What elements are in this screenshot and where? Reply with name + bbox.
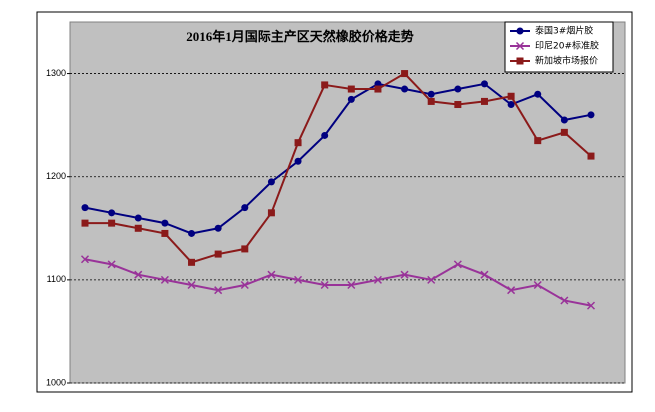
chart-title: 2016年1月国际主产区天然橡胶价格走势 [186,29,414,44]
marker [560,296,569,305]
marker [533,280,542,290]
marker [267,270,276,279]
marker [321,81,329,89]
marker [587,111,595,119]
marker [373,275,382,284]
marker [454,101,462,109]
marker [241,245,249,253]
marker [560,116,568,124]
marker [347,280,356,290]
marker [294,139,302,147]
marker [534,90,542,98]
marker [516,57,524,65]
marker [453,260,462,269]
y-tick-label: 1200 [46,171,66,181]
marker [480,270,489,279]
y-tick-label: 1100 [47,274,66,284]
marker [81,219,89,227]
marker [108,219,116,227]
marker [267,178,275,186]
y-tick-label: 1000 [46,377,66,387]
series-line [84,82,592,235]
marker [321,131,329,139]
marker [560,128,568,136]
marker [214,250,222,258]
marker [427,275,436,284]
marker [480,97,488,105]
marker [480,80,488,88]
marker [81,204,89,212]
marker [507,101,515,109]
marker [516,27,524,35]
marker [320,280,329,290]
marker [587,152,595,160]
plot [80,70,596,310]
marker [374,85,382,93]
marker [427,97,435,105]
marker [161,229,169,237]
series-line [85,72,592,264]
marker [401,70,409,78]
marker [134,270,143,279]
marker [134,224,142,232]
marker [586,301,596,310]
marker [188,229,196,237]
marker [160,275,169,284]
marker [534,137,542,145]
y-tick-label: 1300 [46,68,66,78]
marker [454,85,462,93]
legend-label: 印尼20#标准胶 [535,40,599,52]
marker [267,209,275,217]
marker [401,85,409,93]
marker [427,90,435,98]
marker [507,92,515,100]
marker [347,85,355,93]
marker [134,214,142,222]
marker [107,260,116,269]
marker [240,280,249,290]
legend-label: 新加坡市场报价 [535,55,598,67]
marker [108,209,116,217]
marker [294,275,303,284]
marker [188,258,196,266]
marker [214,286,223,295]
plot-area [69,21,626,384]
marker [187,280,196,290]
marker [214,224,222,232]
marker [400,270,409,279]
marker [507,286,516,295]
marker [241,204,249,212]
marker [161,219,169,227]
marker [294,157,302,165]
legend-label: 泰国3#烟片胶 [535,25,593,37]
marker [347,95,355,103]
marker [515,41,525,51]
marker [80,255,90,264]
series-line [84,258,592,307]
